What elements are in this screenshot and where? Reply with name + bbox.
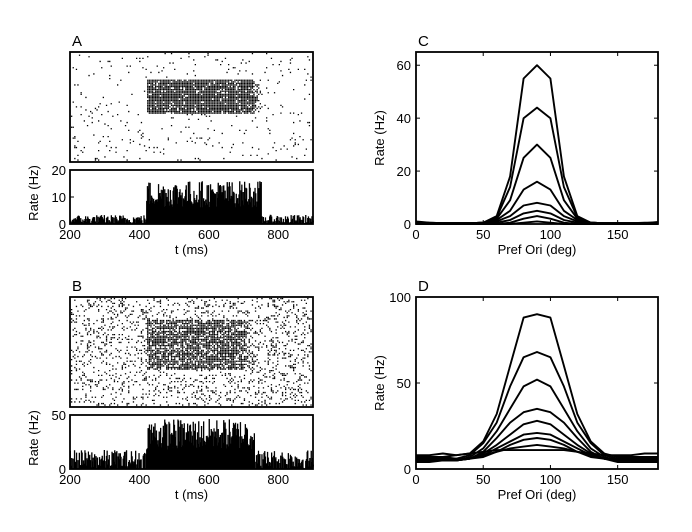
- series-line-c9: [415, 313, 658, 460]
- x-tick-label: 600: [198, 227, 220, 242]
- panel-B-raster: [69, 296, 314, 408]
- x-axis-label: Pref Ori (deg): [498, 487, 577, 502]
- y-tick-label: 0: [59, 217, 66, 232]
- x-tick-label: 200: [59, 227, 81, 242]
- y-axis-label: Rate (Hz): [26, 410, 41, 466]
- x-tick-label: 50: [476, 227, 490, 242]
- x-tick-label: 50: [476, 472, 490, 487]
- series-line-c7: [415, 106, 659, 225]
- x-tick-label: 800: [267, 227, 289, 242]
- y-tick-label: 50: [397, 376, 411, 391]
- panel-label-A: A: [72, 33, 82, 50]
- panel-A-raster: [69, 51, 314, 163]
- y-tick-label: 40: [397, 111, 411, 126]
- series-line-c1: [416, 449, 658, 457]
- panel-label-B: B: [72, 278, 82, 295]
- panel-A-spikes: [71, 53, 312, 161]
- x-tick-label: 200: [59, 472, 81, 487]
- x-tick-label: 100: [540, 227, 562, 242]
- x-tick-label: 600: [198, 472, 220, 487]
- panel-D-frame: [415, 296, 659, 470]
- panel-A-raster-frame: [69, 51, 314, 163]
- x-tick-label: 800: [267, 472, 289, 487]
- x-tick-label: 0: [412, 227, 419, 242]
- x-tick-label: 400: [129, 227, 151, 242]
- panel-B-histogram-frame: [69, 414, 314, 470]
- panel-label-D: D: [418, 278, 429, 295]
- y-tick-label: 20: [397, 164, 411, 179]
- y-tick-label: 60: [397, 58, 411, 73]
- series-line-c7: [415, 378, 658, 464]
- y-tick-label: 0: [404, 462, 411, 477]
- series-line-c8: [415, 351, 658, 462]
- y-tick-label: 10: [52, 190, 66, 205]
- panel-B-histogram-bars: [69, 419, 315, 470]
- y-axis-label: Rate (Hz): [372, 355, 387, 411]
- y-axis-label: Rate (Hz): [26, 165, 41, 221]
- y-tick-label: 100: [389, 290, 411, 305]
- series-line-c4: [416, 201, 658, 225]
- x-tick-label: 150: [607, 472, 629, 487]
- y-axis-label: Rate (Hz): [372, 110, 387, 166]
- panel-C-frame: [415, 51, 659, 225]
- panel-C-tuning-curves: 0 50 100 150 0 20 40 60 Pref Ori (deg) Rate (Hz): [372, 51, 659, 257]
- y-tick-label: 20: [52, 163, 66, 178]
- panel-A-histogram: 200 400 600 800 0 10 20 t (ms) Rate (Hz): [26, 163, 315, 257]
- x-tick-label: 0: [412, 472, 419, 487]
- panel-B-histogram: 200 400 600 800 0 50 t (ms) Rate (Hz): [26, 408, 315, 502]
- y-tick-label: 0: [404, 217, 411, 232]
- panel-B-spikes: [71, 298, 312, 406]
- x-tick-label: 100: [540, 472, 562, 487]
- panel-B-raster-frame: [69, 296, 314, 408]
- panel-label-C: C: [418, 33, 429, 50]
- x-axis-label: Pref Ori (deg): [498, 242, 577, 257]
- panel-A-histogram-bars: [69, 181, 315, 225]
- x-tick-label: 150: [607, 227, 629, 242]
- x-axis-label: t (ms): [175, 242, 208, 257]
- x-tick-label: 400: [129, 472, 151, 487]
- y-tick-label: 50: [52, 408, 66, 423]
- y-tick-label: 0: [59, 462, 66, 477]
- x-axis-label: t (ms): [175, 487, 208, 502]
